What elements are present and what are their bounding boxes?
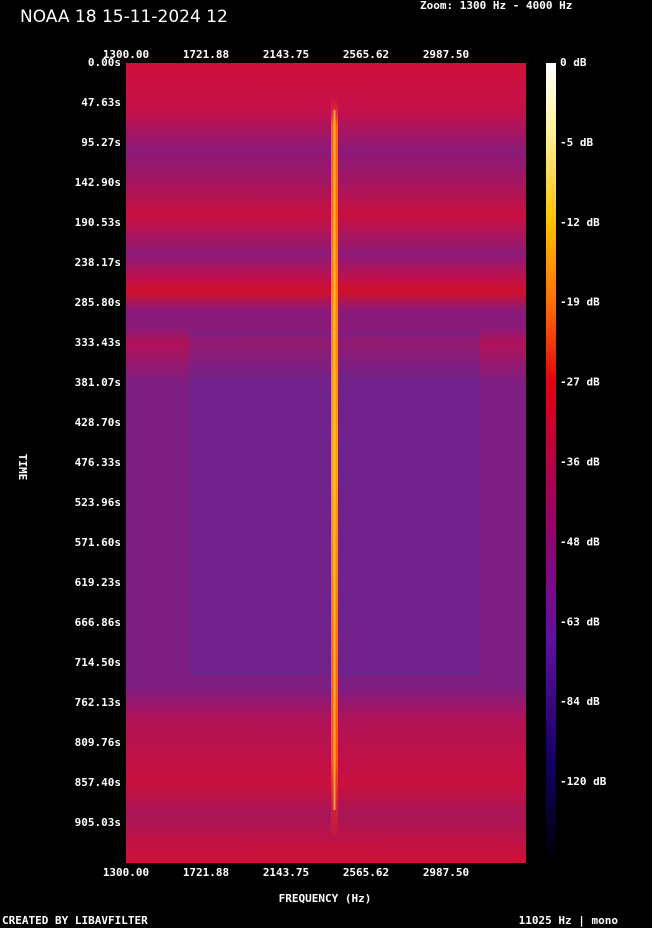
colorbar-label: -27 dB: [560, 376, 600, 389]
y-tick-label: 857.40s: [75, 776, 121, 789]
y-tick-label: 142.90s: [75, 176, 121, 189]
colorbar-label: -19 dB: [560, 296, 600, 309]
y-tick-label: 523.96s: [75, 496, 121, 509]
y-axis-label: TIME: [16, 454, 29, 481]
y-tick-label: 762.13s: [75, 696, 121, 709]
x-tick-label-top: 2565.62: [343, 48, 389, 61]
footer-right: 11025 Hz | mono: [519, 914, 619, 927]
zoom: Zoom: 1300 Hz - 4000 Hz: [420, 0, 572, 12]
colorbar-label: -36 dB: [560, 456, 600, 469]
colorbar-label: -12 dB: [560, 216, 600, 229]
colorbar-label: -5 dB: [560, 136, 593, 149]
spectrogram: [126, 63, 526, 863]
y-tick-label: 190.53s: [75, 216, 121, 229]
x-tick-label-bottom: 2143.75: [263, 866, 309, 879]
x-axis-label: FREQUENCY (Hz): [279, 892, 372, 905]
colorbar-label: 0 dB: [560, 56, 587, 69]
y-tick-label: 238.17s: [75, 256, 121, 269]
colorbar-label: -63 dB: [560, 615, 600, 628]
y-tick-label: 381.07s: [75, 376, 121, 389]
footer-left: CREATED BY LIBAVFILTER: [2, 914, 148, 927]
y-tick-label: 428.70s: [75, 416, 121, 429]
colorbar-label: -48 dB: [560, 535, 600, 548]
x-tick-label-bottom: 1721.88: [183, 866, 229, 879]
x-tick-label-bottom: 1300.00: [103, 866, 149, 879]
x-tick-label-bottom: 2565.62: [343, 866, 389, 879]
y-tick-label: 285.80s: [75, 296, 121, 309]
y-tick-label: 95.27s: [81, 136, 121, 149]
title: NOAA 18 15-11-2024 12: [20, 7, 228, 27]
x-tick-label-top: 2143.75: [263, 48, 309, 61]
x-tick-label-bottom: 2987.50: [423, 866, 469, 879]
x-tick-label-top: 2987.50: [423, 48, 469, 61]
y-tick-label: 476.33s: [75, 456, 121, 469]
colorbar: [546, 63, 556, 863]
y-tick-label: 619.23s: [75, 576, 121, 589]
x-tick-label-top: 1300.00: [103, 48, 149, 61]
y-tick-label: 47.63s: [81, 96, 121, 109]
y-tick-label: 571.60s: [75, 536, 121, 549]
y-tick-label: 905.03s: [75, 816, 121, 829]
y-tick-label: 666.86s: [75, 616, 121, 629]
y-tick-label: 809.76s: [75, 736, 121, 749]
x-tick-label-top: 1721.88: [183, 48, 229, 61]
colorbar-label: -84 dB: [560, 695, 600, 708]
y-tick-label: 333.43s: [75, 336, 121, 349]
y-tick-label: 0.00s: [88, 56, 121, 69]
colorbar-label: -120 dB: [560, 775, 607, 788]
y-tick-label: 714.50s: [75, 656, 121, 669]
